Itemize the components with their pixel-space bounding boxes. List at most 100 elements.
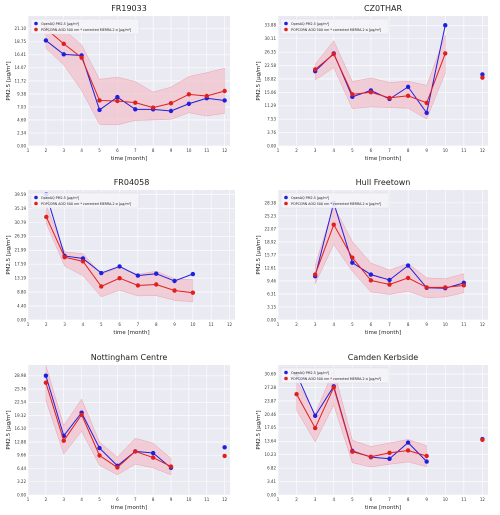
x-tick-label: 10 [443,497,449,502]
popcorn-point [331,222,336,227]
x-tick-label: 8 [152,497,155,502]
x-tick-label: 4 [332,322,335,327]
x-tick-label: 9 [425,148,428,153]
y-tick-label: 7.53 [267,117,276,122]
band-upper-line [314,205,464,279]
x-tick-label: 11 [461,322,467,327]
openaq-point [117,264,122,269]
popcorn-line [45,382,172,469]
y-tick-label: 22.58 [265,63,277,68]
legend-openaq-label: OpenAQ PM2.5 [μg/m³] [41,196,79,200]
x-tick-label: 6 [370,322,373,327]
y-tick-label: 25.23 [265,213,277,218]
y-tick-label: 30.69 [265,372,277,377]
legend-popcorn-marker [34,201,38,206]
chart-title: FR04058 [114,178,150,187]
y-tick-label: 18.82 [265,76,277,81]
x-tick-label: 5 [98,497,101,502]
popcorn-point [168,464,174,469]
popcorn-point [97,453,102,458]
popcorn-point [387,282,392,287]
popcorn-point [480,75,485,80]
y-tick-label: 25.76 [15,386,27,391]
legend-openaq-marker [284,21,288,26]
y-tick-label: 3.15 [267,304,276,309]
openaq-point [312,413,318,419]
legend-popcorn-marker [284,201,288,206]
x-tick-label: 8 [152,148,155,153]
x-tick-label: 12 [227,322,233,327]
y-tick-label: 22.07 [265,226,277,231]
popcorn-line [296,386,427,458]
x-tick-label: 4 [332,497,335,502]
y-tick-label: 4.69 [17,117,26,122]
chart-panel: Nottingham Centre0.003.226.449.6612.8816… [5,353,230,511]
x-axis-label: time [month] [365,505,401,511]
x-tick-label: 3 [314,497,317,502]
openaq-point [172,278,177,284]
y-tick-label: 15.06 [265,90,277,95]
band-upper-line [296,369,427,447]
openaq-point [97,107,102,113]
popcorn-point [387,95,392,101]
y-tick-label: 18.92 [265,239,277,244]
legend-box [280,192,390,209]
x-tick-label: 8 [407,148,410,153]
x-tick-label: 7 [134,497,137,502]
popcorn-point [117,275,122,281]
chart-panel: Camden Kerbside 0.00 3.41 6.82 10.23 13.64 17.… [255,353,488,511]
legend-box [30,192,140,209]
openaq-point [115,94,120,100]
x-tick-label: 2 [45,322,48,327]
openaq-point [424,459,429,464]
openaq-point [186,101,192,106]
openaq-line [45,375,172,469]
chart-panel: CZ0THAR 0.00 3.76 7.53 11.29 15.06 18.82 22.58 2… [255,4,488,162]
y-tick-label: 17.05 [265,425,277,430]
x-tick-label: 3 [62,148,65,153]
y-tick-label: 11.29 [265,103,277,108]
x-tick-label: 7 [388,148,391,153]
x-tick-label: 3 [314,322,317,327]
y-tick-label: 0.00 [17,492,26,497]
openaq-point [387,277,392,283]
x-tick-label: 11 [204,148,210,153]
legend-openaq-marker [34,195,38,200]
legend-openaq-marker [284,195,288,200]
y-tick-label: 12.61 [265,265,277,270]
popcorn-point [443,285,448,290]
popcorn-point [368,454,374,459]
y-tick-label: 14.07 [15,65,27,70]
popcorn-point [461,283,467,288]
y-tick-label: 0.00 [267,143,276,148]
x-tick-label: 10 [186,148,192,153]
y-tick-label: 21.10 [15,26,27,31]
popcorn-point [115,98,120,104]
x-tick-label: 12 [480,148,486,153]
openaq-point [222,98,227,103]
popcorn-point [331,385,336,390]
y-tick-label: 19.32 [15,413,27,418]
y-tick-label: 35.19 [15,206,27,211]
openaq-point [154,271,159,276]
x-tick-label: 2 [295,148,298,153]
x-tick-label: 1 [277,322,280,327]
band-lower-line [46,223,193,303]
legend-popcorn-marker [284,376,288,381]
legend-popcorn-marker [34,27,38,32]
x-tick-label: 9 [425,322,428,327]
x-tick-label: 6 [370,148,373,153]
openaq-point [99,270,104,276]
legend-openaq-label: OpenAQ PM2.5 [μg/m³] [291,22,329,26]
openaq-point [61,52,66,57]
plot-area [28,190,235,320]
x-tick-label: 8 [407,497,410,502]
x-tick-label: 5 [100,322,103,327]
popcorn-point [405,448,411,453]
popcorn-point [368,90,374,95]
x-tick-label: 1 [27,322,30,327]
y-tick-label: 22.54 [15,400,27,405]
x-tick-label: 2 [45,148,48,153]
chart-title: Nottingham Centre [91,353,168,362]
x-tick-label: 8 [155,322,158,327]
